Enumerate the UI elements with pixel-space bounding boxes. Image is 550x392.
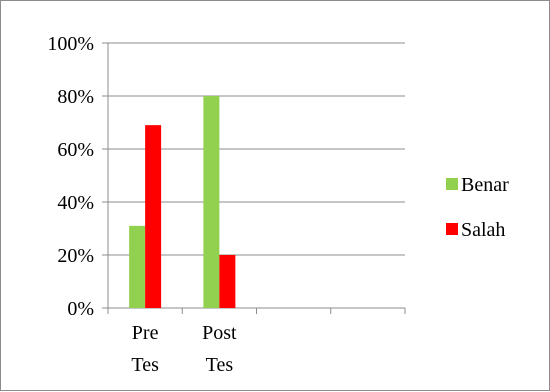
- bar-salah: [219, 255, 236, 308]
- legend-swatch-benar: [446, 178, 458, 190]
- legend-swatch-salah: [446, 223, 458, 235]
- x-category-label: Post: [202, 322, 237, 344]
- y-tick-label: 20%: [57, 245, 94, 267]
- x-category-label: Tes: [206, 354, 234, 376]
- legend-label-salah: Salah: [461, 219, 505, 241]
- bar-benar: [129, 225, 146, 308]
- legend-label-benar: Benar: [461, 174, 509, 196]
- bars: [129, 96, 236, 309]
- legend: Benar Salah: [446, 174, 509, 241]
- x-category-label: Tes: [131, 354, 159, 376]
- x-category-label: Pre: [132, 322, 159, 344]
- axis-labels: 0% 20% 40% 60% 80% 100% Pre Tes Post Tes: [47, 33, 237, 376]
- y-tick-label: 0%: [67, 298, 94, 320]
- bar-salah: [145, 125, 162, 309]
- bar-benar: [203, 96, 220, 308]
- y-tick-label: 100%: [47, 33, 94, 55]
- y-tick-label: 40%: [57, 192, 94, 214]
- y-tick-label: 60%: [57, 139, 94, 161]
- y-tick-label: 80%: [57, 86, 94, 108]
